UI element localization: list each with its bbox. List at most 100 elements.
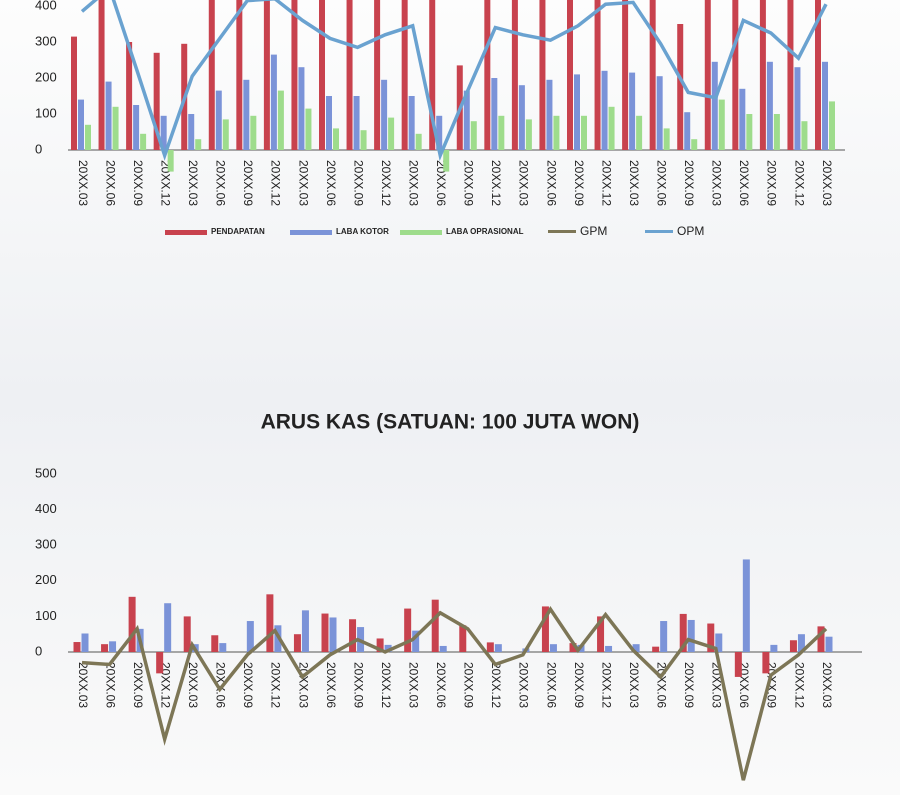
x-tick-label: 20XX.03 [186, 662, 200, 708]
bar [293, 634, 301, 652]
x-tick-label: 20XX.06 [324, 662, 338, 708]
x-tick-label: 20XX.09 [351, 662, 365, 708]
x-tick-label: 20XX.06 [434, 662, 448, 708]
bar [81, 633, 89, 652]
y-tick-label: 200 [35, 69, 57, 84]
bar [498, 115, 505, 150]
x-tick-label: 20XX.09 [241, 662, 255, 708]
x-tick-label: 20XX.12 [269, 160, 283, 206]
legend-swatch [290, 230, 332, 235]
y-tick-label: 0 [35, 141, 42, 156]
bar [597, 616, 605, 652]
bar [684, 112, 691, 150]
bar [298, 67, 305, 150]
legend-label: GPM [580, 224, 607, 238]
x-tick-label: 20XX.12 [269, 662, 283, 708]
bar [408, 96, 415, 150]
bar [195, 139, 202, 150]
x-tick-label: 20XX.06 [103, 662, 117, 708]
bar [301, 610, 309, 652]
bar [188, 114, 195, 150]
legend-swatch [645, 230, 673, 233]
bar [243, 79, 250, 150]
bar [78, 99, 84, 150]
y-tick-label: 400 [35, 0, 57, 12]
bar [605, 645, 613, 652]
y-tick-label: 200 [35, 572, 57, 587]
bar [770, 644, 778, 652]
bar [98, 0, 105, 150]
bar [825, 636, 833, 652]
bar [219, 643, 227, 652]
bar [711, 61, 718, 150]
bar [346, 0, 353, 150]
bar [525, 119, 532, 150]
bar [652, 646, 660, 652]
bar [374, 0, 381, 150]
bar [412, 630, 420, 652]
bar [266, 594, 274, 652]
x-tick-label: 20XX.12 [599, 662, 613, 708]
bar [153, 52, 160, 150]
bar [759, 0, 766, 150]
bar [691, 139, 698, 150]
bar [787, 0, 794, 150]
bar [789, 640, 797, 652]
x-tick-label: 20XX.09 [462, 160, 476, 206]
bar [140, 133, 147, 150]
x-tick-label: 20XX.09 [351, 160, 365, 206]
x-tick-label: 20XX.09 [765, 160, 779, 206]
legend-swatch [548, 230, 576, 233]
bar [109, 641, 117, 652]
x-tick-label: 20XX.03 [76, 662, 90, 708]
bar [491, 78, 498, 150]
bar [404, 608, 412, 652]
bar [553, 115, 560, 150]
bar [160, 115, 167, 150]
x-tick-label: 20XX.09 [572, 662, 586, 708]
legend-label: LABA KOTOR [336, 227, 389, 236]
bar [326, 96, 332, 150]
x-tick-label: 20XX.12 [158, 662, 172, 708]
bar [183, 616, 191, 652]
bar [291, 0, 298, 150]
bar [319, 0, 325, 150]
bar [349, 619, 357, 652]
legend-label: PENDAPATAN [211, 227, 265, 236]
bar [567, 0, 573, 150]
bar [305, 108, 312, 150]
x-tick-label: 20XX.03 [296, 160, 310, 206]
bar [574, 74, 580, 150]
x-tick-label: 20XX.03 [76, 160, 90, 206]
x-tick-label: 20XX.03 [710, 160, 724, 206]
x-tick-label: 20XX.06 [324, 160, 338, 206]
bar [128, 596, 136, 652]
x-tick-label: 20XX.09 [682, 662, 696, 708]
bar [766, 61, 773, 150]
bar [549, 644, 557, 652]
bar [704, 0, 711, 150]
bar [622, 0, 629, 150]
bar [707, 623, 715, 652]
x-tick-label: 20XX.03 [820, 160, 834, 206]
bar [381, 79, 388, 150]
bar [208, 0, 215, 150]
y-tick-label: 400 [35, 501, 57, 516]
bar [773, 114, 780, 150]
bar [581, 115, 587, 150]
bar [156, 652, 164, 674]
bar [443, 150, 450, 172]
x-tick-label: 20XX.03 [406, 662, 420, 708]
chart-title: ARUS KAS (SATUAN: 100 JUTA WON) [261, 411, 640, 434]
bar [797, 634, 805, 652]
x-tick-label: 20XX.12 [792, 160, 806, 206]
bar [431, 599, 439, 652]
bar [632, 644, 640, 652]
bar [236, 0, 243, 150]
bar [486, 642, 494, 652]
x-tick-label: 20XX.12 [489, 662, 503, 708]
bar [470, 121, 477, 150]
bar [246, 621, 254, 652]
x-tick-label: 20XX.06 [214, 160, 228, 206]
bar [250, 115, 257, 150]
